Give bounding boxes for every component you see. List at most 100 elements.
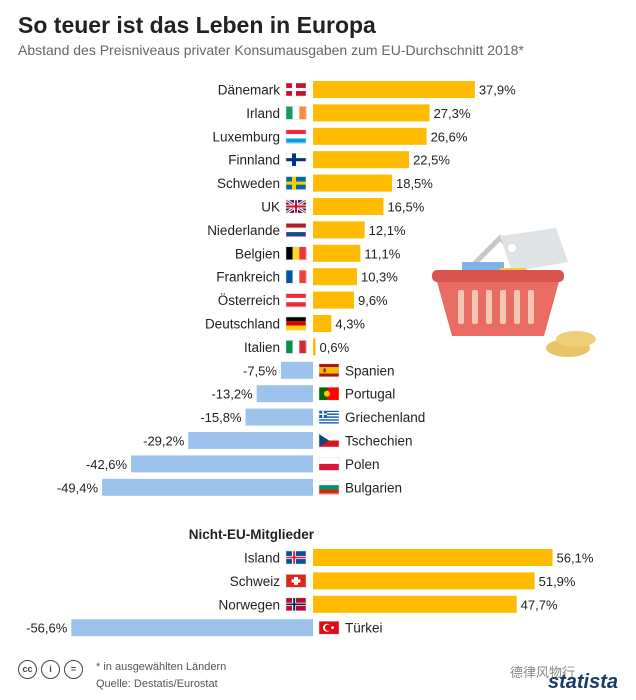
country-label: UK — [261, 200, 280, 215]
bar — [313, 221, 365, 239]
section-title: Nicht-EU-Mitglieder — [189, 527, 315, 542]
bar-row: Belgien 11,1% — [235, 244, 401, 262]
watermark: 德律风物行 — [510, 665, 576, 680]
flag-spain-icon — [318, 363, 340, 378]
bar-row: Luxemburg 26,6% — [212, 127, 468, 145]
license-icons: cc i = — [18, 660, 83, 679]
value-label: 0,6% — [320, 340, 350, 355]
value-label: 9,6% — [358, 293, 388, 308]
bar — [313, 572, 535, 590]
country-label: Island — [244, 551, 280, 566]
flag-norway-icon — [285, 597, 307, 612]
bar — [313, 244, 361, 262]
bar-row: Frankreich 10,3% — [216, 268, 398, 286]
bar-row: Irland 27,3% — [246, 104, 471, 122]
bar — [313, 174, 392, 192]
bar — [313, 315, 332, 332]
bar-row: Österreich 9,6% — [218, 291, 388, 309]
bar — [313, 595, 517, 613]
bar-row: Schweden 18,5% — [217, 174, 433, 192]
bar — [313, 268, 357, 286]
country-label: Belgien — [235, 246, 280, 261]
bar-row: Deutschland 4,3% — [205, 315, 365, 332]
value-label: -42,6% — [86, 457, 128, 472]
country-label: Polen — [345, 457, 380, 472]
flag-finland-icon — [285, 152, 307, 167]
bar — [188, 432, 313, 449]
flag-france-icon — [285, 269, 307, 284]
value-label: 27,3% — [434, 106, 471, 121]
bar — [256, 385, 313, 403]
bar-row: Polen -42,6% — [86, 455, 380, 473]
flag-bulgaria-icon — [318, 480, 340, 495]
bar — [313, 338, 316, 356]
bar-row: Italien 0,6% — [244, 338, 350, 356]
bar — [280, 361, 313, 379]
flag-sweden-icon — [285, 176, 307, 190]
value-label: 37,9% — [479, 83, 516, 98]
bar — [313, 127, 427, 145]
country-label: Frankreich — [216, 270, 280, 285]
flag-greece-icon — [318, 410, 340, 424]
country-label: Irland — [246, 106, 280, 121]
flag-czechia-icon — [318, 433, 340, 448]
statista-logo: statista — [547, 671, 618, 693]
value-label: 22,5% — [413, 153, 450, 168]
country-label: Schweden — [217, 176, 280, 191]
bar-row: Schweiz 51,9% — [230, 572, 576, 590]
value-label: 18,5% — [396, 176, 433, 191]
value-label: 47,7% — [521, 597, 558, 612]
flag-turkey-icon — [318, 620, 340, 635]
bar-row: Island 56,1% — [244, 549, 594, 566]
flag-switzerland-icon — [285, 574, 307, 588]
country-label: Griechenland — [345, 410, 425, 425]
country-label: Niederlande — [207, 223, 280, 238]
value-label: -49,4% — [57, 480, 99, 495]
value-label: -15,8% — [200, 410, 242, 425]
bar — [71, 619, 314, 637]
country-label: Norwegen — [218, 597, 280, 612]
flag-denmark-icon — [285, 82, 307, 97]
value-label: 4,3% — [335, 317, 365, 332]
chart-subtitle: Abstand des Preisniveaus privater Konsum… — [18, 42, 524, 58]
flag-italy-icon — [285, 340, 307, 354]
flag-germany-icon — [285, 316, 307, 331]
bar-row: Norwegen 47,7% — [218, 595, 558, 613]
flag-ireland-icon — [285, 106, 307, 120]
chart-title: So teuer ist das Leben in Europa — [18, 12, 376, 38]
flag-luxembourg-icon — [285, 129, 307, 144]
bar — [313, 549, 553, 566]
country-label: Bulgarien — [345, 480, 402, 495]
bar — [131, 455, 313, 473]
country-label: Schweiz — [230, 574, 281, 589]
bar — [313, 151, 410, 169]
bar-row: Dänemark 37,9% — [218, 81, 516, 98]
bar-row: Niederlande 12,1% — [207, 221, 406, 239]
value-label: 26,6% — [431, 129, 468, 144]
flag-belgium-icon — [285, 246, 307, 261]
country-label: Portugal — [345, 387, 395, 402]
bar — [102, 478, 313, 496]
cc-icon: cc — [18, 660, 37, 679]
bar — [313, 291, 354, 309]
bar — [313, 104, 430, 122]
value-label: 51,9% — [539, 574, 576, 589]
flag-poland-icon — [318, 457, 340, 471]
country-label: Spanien — [345, 363, 395, 378]
bar-row: Türkei -56,6% — [26, 619, 383, 637]
attribution-icon: i — [41, 660, 60, 679]
flag-netherlands-icon — [285, 223, 307, 237]
bar-row: UK 16,5% — [261, 198, 425, 215]
country-label: Italien — [244, 340, 280, 355]
country-label: Österreich — [218, 293, 280, 308]
bar-row: Portugal -13,2% — [211, 385, 395, 403]
bar-row: Griechenland -15,8% — [200, 408, 425, 426]
flag-austria-icon — [285, 293, 307, 308]
value-label: -7,5% — [243, 363, 277, 378]
country-label: Tschechien — [345, 434, 413, 449]
flag-iceland-icon — [285, 550, 307, 565]
flag-uk-icon — [285, 198, 307, 215]
value-label: -56,6% — [26, 621, 68, 636]
value-label: 56,1% — [557, 551, 594, 566]
footer: cc i = * in ausgewählten Ländern Quelle:… — [0, 656, 636, 700]
